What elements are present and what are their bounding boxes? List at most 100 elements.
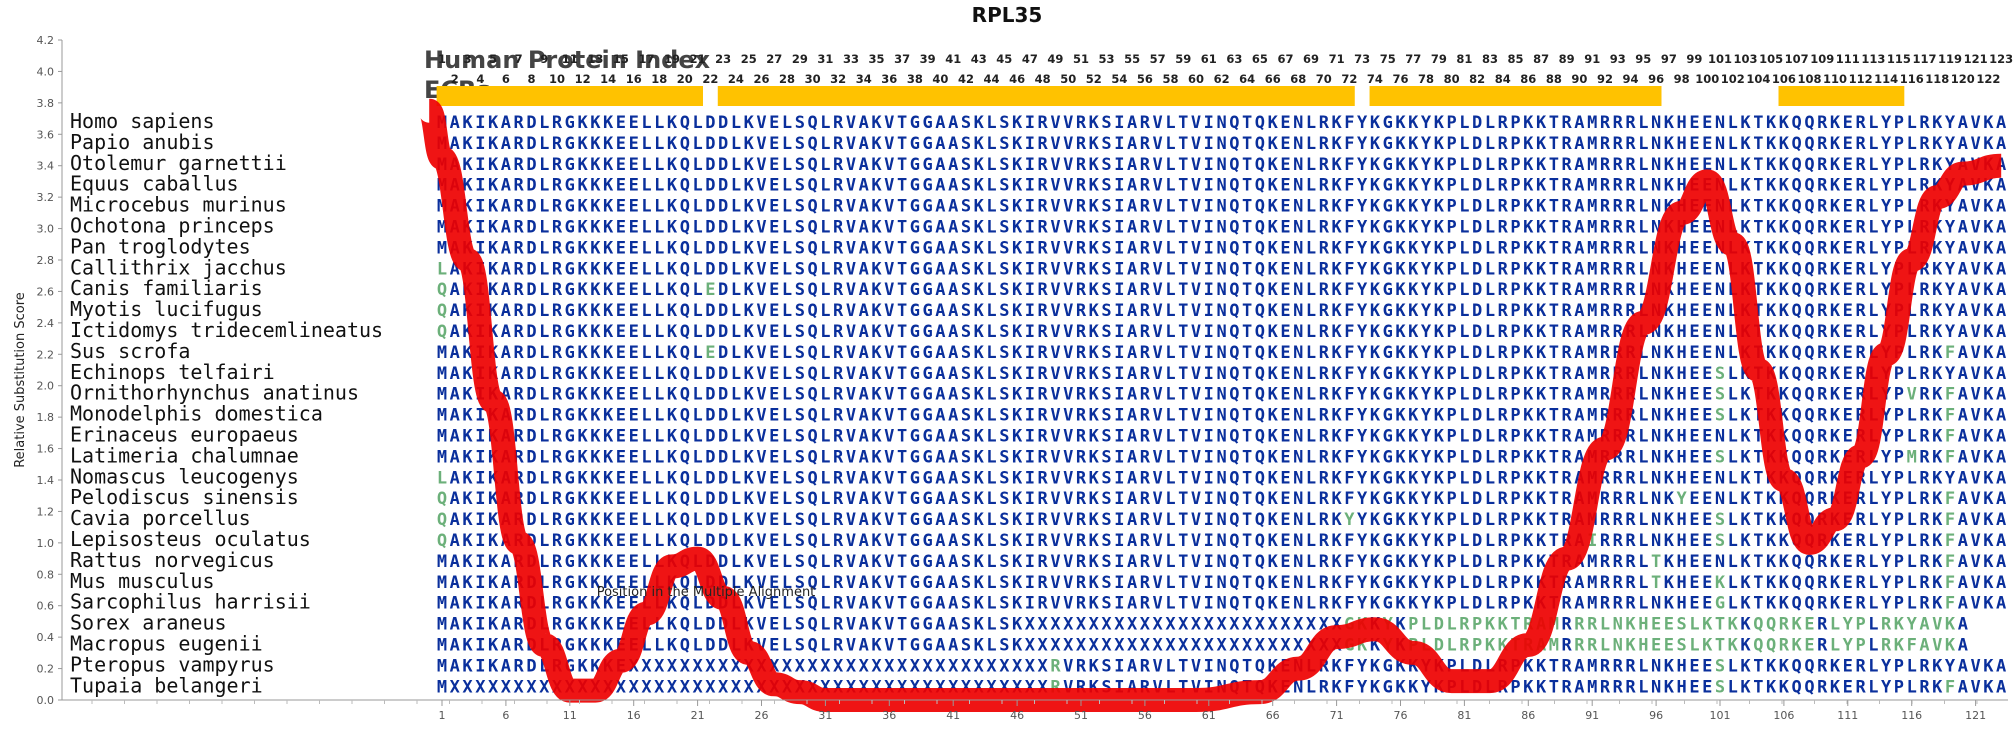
residue: T	[1242, 364, 1252, 384]
residue: L	[1306, 531, 1316, 551]
residue: F	[1344, 552, 1354, 572]
residue: Q	[1229, 594, 1239, 614]
residue: R	[552, 531, 563, 551]
residue: I	[1114, 531, 1124, 551]
residue: K	[1715, 573, 1726, 593]
residue: V	[756, 197, 766, 217]
residue: R	[1498, 447, 1509, 467]
residue: G	[565, 594, 575, 614]
residue: X	[641, 656, 652, 676]
residue: S	[795, 176, 805, 196]
residue: Q	[1804, 427, 1814, 447]
residue: E	[629, 301, 639, 321]
residue: K	[462, 176, 473, 196]
residue: L	[1306, 343, 1316, 363]
residue: Q	[1804, 176, 1814, 196]
residue: N	[1293, 594, 1303, 614]
residue: S	[999, 322, 1009, 342]
residue: R	[1140, 531, 1151, 551]
residue: K	[871, 427, 882, 447]
residue: A	[501, 259, 511, 279]
residue: N	[1216, 238, 1226, 258]
residue: R	[1817, 594, 1828, 614]
residue: K	[1089, 427, 1100, 447]
residue: T	[1549, 468, 1559, 488]
residue: R	[1855, 197, 1866, 217]
residue: Q	[1804, 468, 1814, 488]
residue: L	[820, 301, 830, 321]
residue: A	[935, 615, 945, 635]
residue: V	[1191, 406, 1201, 426]
residue: X	[1204, 615, 1215, 635]
residue: K	[1779, 656, 1790, 676]
residue: K	[603, 218, 614, 238]
residue: R	[1613, 113, 1624, 133]
residue: X	[884, 656, 895, 676]
residue: R	[1038, 155, 1049, 175]
residue: Y	[1421, 301, 1432, 321]
residue: N	[1651, 594, 1661, 614]
residue: K	[974, 280, 985, 300]
residue: K	[1408, 677, 1419, 697]
residue: L	[1728, 176, 1738, 196]
residue: K	[1434, 406, 1445, 426]
residue: Y	[1421, 677, 1432, 697]
residue: A	[1996, 573, 2006, 593]
species-label: Monodelphis domestica	[70, 402, 323, 426]
ecr-bar	[1369, 86, 1662, 106]
residue: Y	[1357, 218, 1368, 238]
residue: D	[718, 427, 728, 447]
residue: L	[731, 238, 741, 258]
residue: K	[1830, 406, 1841, 426]
residue: R	[552, 238, 563, 258]
residue: Q	[807, 447, 817, 467]
residue: K	[1268, 656, 1279, 676]
residue: S	[999, 197, 1009, 217]
residue: E	[616, 615, 626, 635]
residue: K	[1408, 552, 1419, 572]
residue: R	[514, 259, 525, 279]
residue: K	[1268, 364, 1279, 384]
position-number: 86	[1520, 72, 1536, 86]
residue: K	[871, 197, 882, 217]
residue: R	[1140, 301, 1151, 321]
y-tick-label: 1.6	[37, 443, 55, 456]
species-label: Macropus eugenii	[70, 632, 263, 656]
residue: T	[897, 573, 907, 593]
residue: R	[1140, 155, 1151, 175]
residue: R	[1817, 343, 1828, 363]
residue: R	[1587, 636, 1598, 656]
residue: T	[1242, 238, 1252, 258]
residue: K	[577, 259, 588, 279]
residue: H	[1677, 113, 1687, 133]
residue: K	[1268, 573, 1279, 593]
residue: Q	[680, 155, 690, 175]
residue: I	[1204, 406, 1214, 426]
residue: K	[1012, 510, 1023, 530]
residue: K	[1740, 636, 1751, 656]
species-label: Microcebus murinus	[70, 193, 287, 217]
residue: T	[1549, 677, 1559, 697]
residue: E	[769, 134, 779, 154]
residue: K	[667, 468, 678, 488]
residue: R	[1919, 656, 1930, 676]
residue: L	[692, 594, 702, 614]
residue: V	[846, 343, 856, 363]
residue: V	[1153, 489, 1163, 509]
residue: L	[1165, 531, 1175, 551]
residue: I	[1025, 343, 1035, 363]
residue: K	[1395, 427, 1406, 447]
residue: K	[590, 427, 601, 447]
residue: K	[488, 176, 499, 196]
residue: K	[603, 176, 614, 196]
residue: R	[1038, 510, 1049, 530]
residue: S	[795, 531, 805, 551]
residue: Y	[1421, 531, 1432, 551]
residue: L	[1485, 427, 1495, 447]
residue: R	[1600, 197, 1611, 217]
position-number: 16	[626, 72, 642, 86]
residue: D	[526, 301, 536, 321]
residue: V	[1050, 385, 1060, 405]
residue: Y	[1357, 531, 1368, 551]
